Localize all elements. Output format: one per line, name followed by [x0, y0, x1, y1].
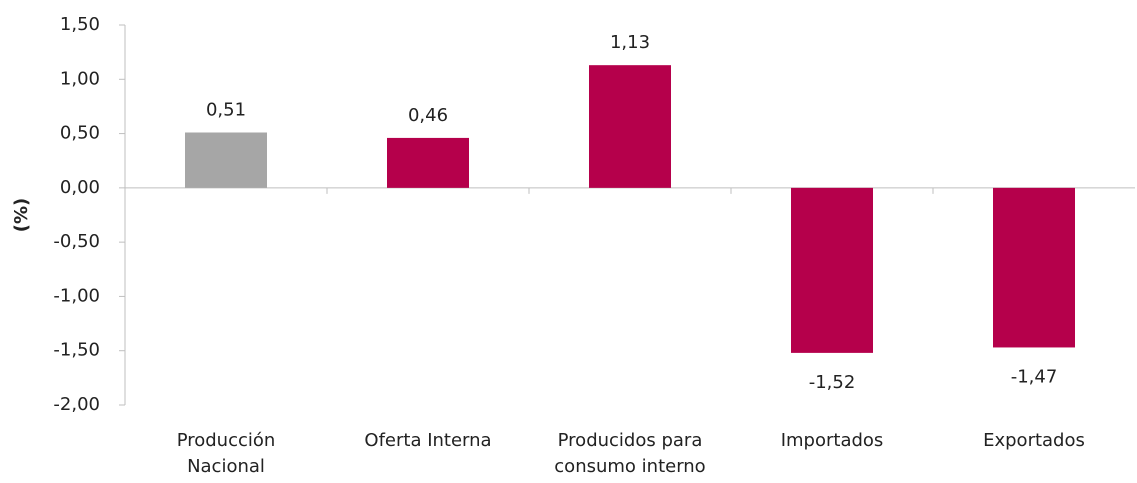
x-tick-label: Oferta Interna: [364, 430, 492, 451]
y-axis-label: (%): [11, 198, 32, 233]
x-tick-label: Producidos para consumo interno: [554, 430, 706, 477]
bar: [791, 187, 873, 353]
bar: [387, 137, 469, 188]
y-tick-label: -1,00: [53, 285, 100, 306]
y-tick-label: -2,00: [53, 394, 100, 415]
bar: [589, 65, 671, 188]
x-tick-label: Exportados: [983, 430, 1085, 451]
value-label: 1,13: [610, 32, 650, 53]
y-tick-label: 0,50: [60, 123, 100, 144]
value-label: -1,47: [1011, 366, 1058, 387]
value-label: 0,51: [206, 99, 246, 120]
y-tick-label: 1,50: [60, 14, 100, 35]
value-label: -1,52: [809, 372, 856, 393]
value-label: 0,46: [408, 105, 448, 126]
y-tick-label: -1,50: [53, 340, 100, 361]
y-tick-label: 0,00: [60, 177, 100, 198]
y-tick-label: -0,50: [53, 231, 100, 252]
x-tick-label: Producción Nacional: [176, 430, 276, 477]
x-tick-label: Importados: [780, 430, 884, 451]
bar: [993, 187, 1075, 348]
bar: [185, 132, 267, 188]
y-tick-label: 1,00: [60, 68, 100, 89]
